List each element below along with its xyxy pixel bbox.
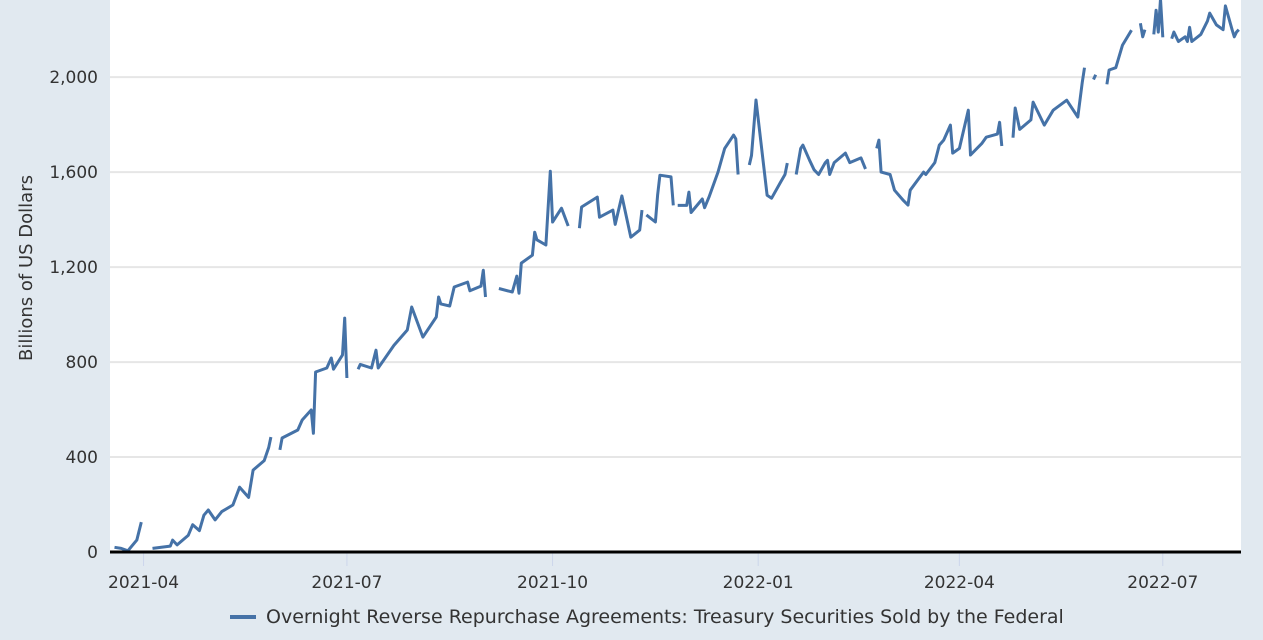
x-tick-label: 2021-07: [311, 573, 382, 593]
y-tick-label: 800: [66, 353, 98, 373]
legend-swatch: [230, 615, 256, 619]
y-tick-label: 400: [66, 448, 98, 468]
series-line-segment: [498, 169, 570, 295]
x-axis: 2021-04 2021-07 2021-10 2022-01 2022-04 2022-…: [108, 552, 1198, 593]
series-line-segment: [747, 98, 789, 200]
y-tick-label: 0: [87, 543, 98, 563]
plot-area: [110, 0, 1241, 552]
series-line-segment: [794, 143, 867, 176]
x-tick-label: 2022-01: [723, 573, 794, 593]
series-line-segment: [356, 268, 487, 370]
series-line-segment: [1138, 23, 1147, 39]
series-line-segment: [152, 436, 273, 550]
x-tick-label: 2022-07: [1127, 573, 1198, 593]
legend: Overnight Reverse Repurchase Agreements:…: [230, 606, 1064, 628]
legend-label: Overnight Reverse Repurchase Agreements:…: [266, 606, 1064, 628]
series-line-segment: [1105, 29, 1133, 85]
series-line-segment: [1152, 0, 1165, 38]
series-line-segment: [875, 108, 1004, 207]
x-tick-label: 2022-04: [924, 573, 995, 593]
y-axis-label: Billions of US Dollars: [16, 175, 37, 361]
y-tick-label: 2,000: [49, 68, 98, 88]
series-line-segment: [645, 173, 675, 224]
series-line-segment: [577, 194, 644, 239]
series-line-segment: [1092, 74, 1098, 81]
series-lines: [114, 0, 1240, 553]
series-line-segment: [1011, 67, 1086, 138]
y-axis: 0 400 800 1,200 1,600 2,000: [49, 68, 98, 563]
y-tick-label: 1,200: [49, 258, 98, 278]
series-line-segment: [1170, 4, 1240, 43]
gridlines: [110, 76, 1241, 459]
series-line-segment: [677, 133, 740, 214]
y-tick-label: 1,600: [49, 163, 98, 183]
series-line-segment: [278, 316, 349, 451]
x-tick-label: 2021-04: [108, 573, 179, 593]
x-tick-label: 2021-10: [517, 573, 588, 593]
